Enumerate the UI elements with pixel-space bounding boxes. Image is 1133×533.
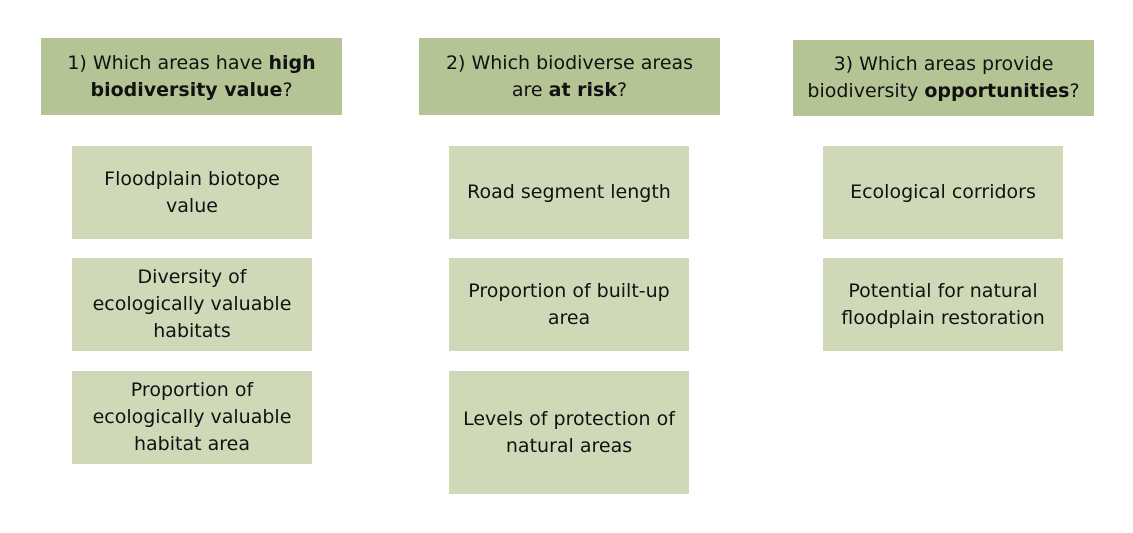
column-2-header-bold: at risk: [548, 78, 618, 101]
column-2-item-2: Proportion of built-up area: [449, 258, 689, 351]
column-1-header: 1) Which areas have high biodiversity va…: [41, 38, 342, 115]
column-1-header-pre: 1) Which areas have: [67, 51, 269, 74]
column-2-item-3: Levels of protection of natural areas: [449, 371, 689, 494]
column-2-item-1-label: Road segment length: [467, 181, 671, 203]
column-2-header-pre: 2) Which biodiverse areas are: [445, 51, 694, 101]
column-2-header-text: 2) Which biodiverse areas are at risk?: [433, 50, 706, 104]
column-3-item-1-label: Ecological corridors: [850, 181, 1036, 203]
column-2-item-2-label: Proportion of built-up area: [468, 279, 670, 329]
column-2-header-post: ?: [617, 78, 628, 101]
column-2-item-1: Road segment length: [449, 146, 689, 239]
column-3-item-2: Potential for natural floodplain restora…: [823, 258, 1063, 351]
column-1-item-3-label: Proportion of ecologically valuable habi…: [92, 379, 292, 455]
column-1-item-3: Proportion of ecologically valuable habi…: [72, 371, 312, 464]
column-3-header-bold: opportunities: [924, 80, 1070, 102]
column-1-header-bold: high biodiversity value: [90, 51, 316, 101]
column-3-item-1: Ecological corridors: [823, 146, 1063, 239]
column-3-header-pre: 3) Which areas provide biodiversity: [807, 53, 1054, 102]
column-1-header-text: 1) Which areas have high biodiversity va…: [55, 50, 328, 104]
column-1-item-2-label: Diversity of ecologically valuable habit…: [92, 266, 292, 342]
column-3-header-post: ?: [1069, 80, 1080, 102]
column-3-item-2-label: Potential for natural floodplain restora…: [841, 279, 1045, 329]
column-3-header: 3) Which areas provide biodiversity oppo…: [793, 40, 1094, 116]
column-2-item-3-label: Levels of protection of natural areas: [463, 407, 675, 457]
column-3-header-text: 3) Which areas provide biodiversity oppo…: [807, 51, 1080, 105]
column-1-item-1: Floodplain biotope value: [72, 146, 312, 239]
column-1-header-post: ?: [282, 78, 293, 101]
column-1-item-1-label: Floodplain biotope value: [104, 167, 280, 217]
column-2-header: 2) Which biodiverse areas are at risk?: [419, 38, 720, 115]
column-1-item-2: Diversity of ecologically valuable habit…: [72, 258, 312, 351]
